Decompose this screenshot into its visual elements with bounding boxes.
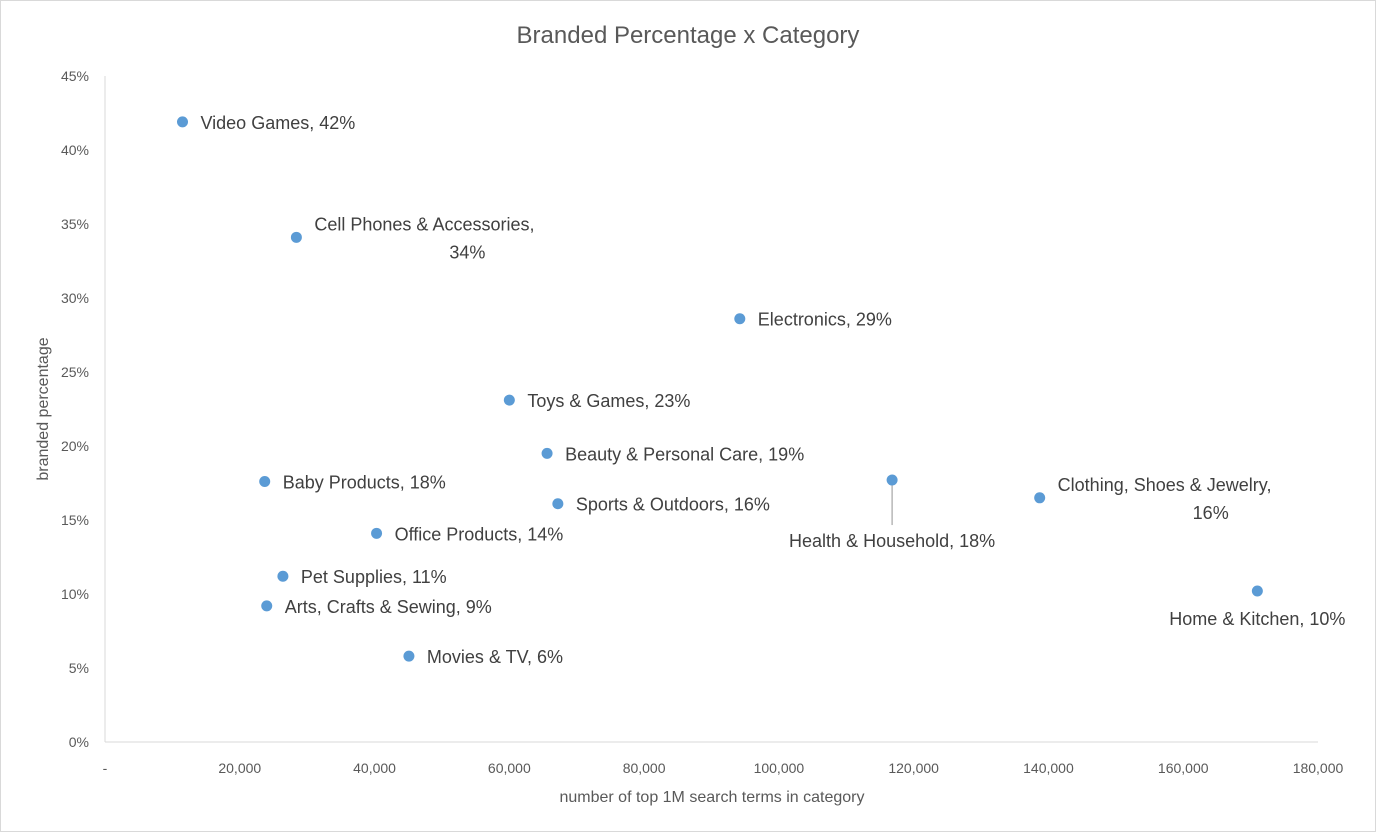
x-tick-label: 80,000 <box>623 760 666 776</box>
data-label-line: Video Games, 42% <box>200 113 355 133</box>
point-cell-phones-and-accessories <box>290 231 302 243</box>
data-label-baby-products: Baby Products, 18% <box>283 473 446 493</box>
data-label-line: Baby Products, 18% <box>283 473 446 493</box>
data-label-arts-crafts-and-sewing: Arts, Crafts & Sewing, 9% <box>285 597 492 617</box>
y-tick-label: 30% <box>61 290 89 306</box>
y-tick-label: 10% <box>61 586 89 602</box>
point-health-and-household <box>886 474 898 486</box>
data-label-toys-and-games: Toys & Games, 23% <box>527 391 690 411</box>
point-sports-and-outdoors <box>552 498 564 510</box>
data-labels: Video Games, 42% Cell Phones & Accessorie… <box>200 113 1345 667</box>
data-label-office-products: Office Products, 14% <box>395 524 564 544</box>
data-label-line: Beauty & Personal Care, 19% <box>565 444 804 464</box>
data-label-line: Cell Phones & Accessories, <box>314 214 534 234</box>
y-tick-label: 15% <box>61 512 89 528</box>
y-tick-label: 20% <box>61 438 89 454</box>
data-label-line: Electronics, 29% <box>758 310 892 330</box>
data-label-cell-phones-and-accessories: Cell Phones & Accessories, 34% <box>314 214 534 262</box>
data-label-line: Arts, Crafts & Sewing, 9% <box>285 597 492 617</box>
chart-title: Branded Percentage x Category <box>517 22 860 49</box>
data-label-line: Sports & Outdoors, 16% <box>576 495 770 515</box>
y-tick-label: 0% <box>69 734 89 750</box>
data-label-line: Pet Supplies, 11% <box>301 567 447 587</box>
x-tick-label: 140,000 <box>1023 760 1074 776</box>
y-tick-label: 40% <box>61 142 89 158</box>
data-label-sports-and-outdoors: Sports & Outdoors, 16% <box>576 495 770 515</box>
y-axis-label: branded percentage <box>35 337 52 480</box>
data-label-line: Office Products, 14% <box>395 524 564 544</box>
y-tick-label: 45% <box>61 68 89 84</box>
data-label-line: Health & Household, 18% <box>789 531 995 551</box>
x-tick-label: 20,000 <box>218 760 261 776</box>
y-tick-label: 35% <box>61 216 89 232</box>
x-tick-label: 180,000 <box>1293 760 1344 776</box>
x-tick-label: 60,000 <box>488 760 531 776</box>
point-toys-and-games <box>503 394 515 406</box>
data-label-electronics: Electronics, 29% <box>758 310 892 330</box>
point-clothing-shoes-and-jewelry <box>1034 492 1046 504</box>
y-tick-label: 25% <box>61 364 89 380</box>
data-label-home-and-kitchen: Home & Kitchen, 10% <box>1169 609 1345 629</box>
x-tick-label: - <box>103 760 108 776</box>
data-label-line: 34% <box>449 242 485 262</box>
y-tick-label: 5% <box>69 660 89 676</box>
data-points <box>176 116 1263 662</box>
x-tick-label: 40,000 <box>353 760 396 776</box>
data-label-movies-and-tv: Movies & TV, 6% <box>427 647 563 667</box>
data-label-line: Home & Kitchen, 10% <box>1169 609 1345 629</box>
data-label-line: Toys & Games, 23% <box>527 391 690 411</box>
data-label-video-games: Video Games, 42% <box>200 113 355 133</box>
point-beauty-and-personal-care <box>541 447 553 459</box>
point-movies-and-tv <box>403 650 415 662</box>
data-label-health-and-household: Health & Household, 18% <box>789 531 995 551</box>
data-label-line: 16% <box>1193 503 1229 523</box>
point-office-products <box>371 527 383 539</box>
data-label-line: Movies & TV, 6% <box>427 647 563 667</box>
point-pet-supplies <box>277 570 289 582</box>
point-baby-products <box>259 476 271 488</box>
data-label-clothing-shoes-and-jewelry: Clothing, Shoes & Jewelry, 16% <box>1058 475 1272 523</box>
x-axis-label: number of top 1M search terms in categor… <box>559 789 864 806</box>
point-home-and-kitchen <box>1251 585 1263 597</box>
data-label-line: Clothing, Shoes & Jewelry, <box>1058 475 1272 495</box>
x-tick-label: 120,000 <box>888 760 939 776</box>
point-arts-crafts-and-sewing <box>261 600 273 612</box>
x-tick-label: 160,000 <box>1158 760 1209 776</box>
data-label-beauty-and-personal-care: Beauty & Personal Care, 19% <box>565 444 804 464</box>
data-label-pet-supplies: Pet Supplies, 11% <box>301 567 447 587</box>
y-tick-labels: 0% 5% 10% 15% 20% 25% 30% 35% 40% 45% <box>61 68 89 750</box>
x-tick-labels: - 20,000 40,000 60,000 80,000 100,000 120,000 1… <box>103 760 1344 776</box>
x-tick-label: 100,000 <box>754 760 805 776</box>
point-electronics <box>734 313 746 325</box>
point-video-games <box>176 116 188 128</box>
